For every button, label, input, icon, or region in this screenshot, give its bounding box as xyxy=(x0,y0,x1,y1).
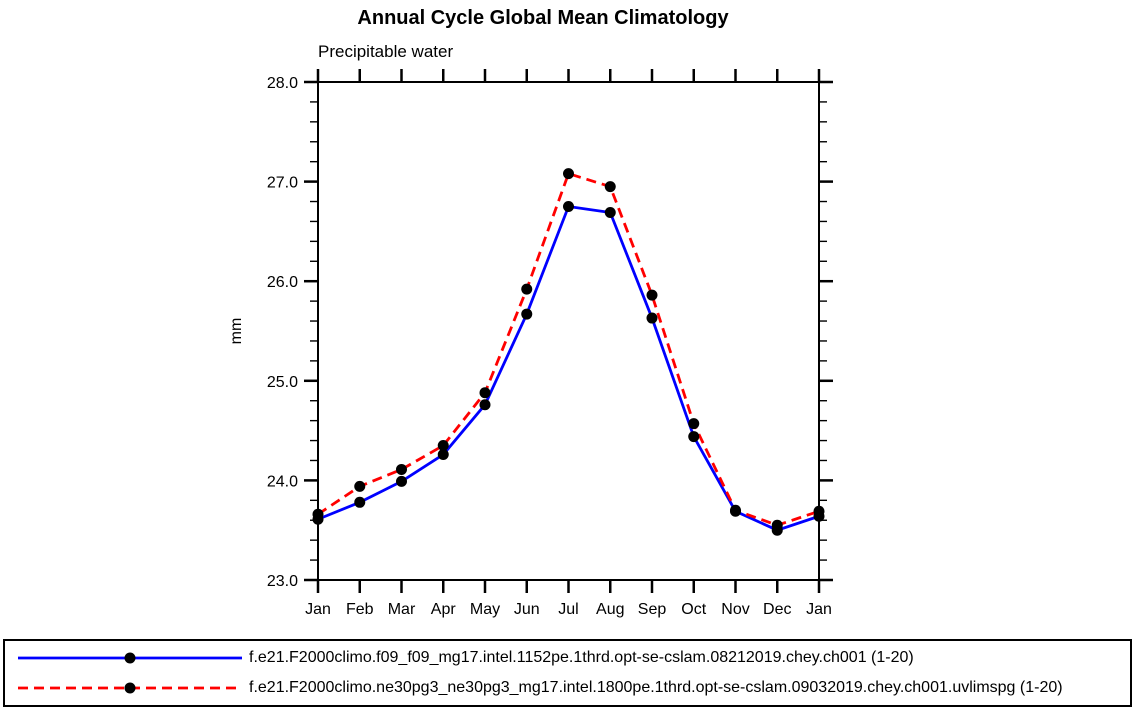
data-point-marker xyxy=(354,480,366,492)
y-tick-label: 28.0 xyxy=(267,75,298,92)
data-point-marker xyxy=(479,387,491,399)
data-point-marker xyxy=(437,449,449,461)
y-tick-label: 27.0 xyxy=(267,175,298,192)
plot-area: 23.0 24.0 25.0 26.0 27.0 28.0 Jan Feb Mar Apr May J… xyxy=(267,69,833,618)
chart-title: Annual Cycle Global Mean Climatology xyxy=(357,7,729,29)
legend-marker-dot xyxy=(124,652,136,664)
y-tick-label: 25.0 xyxy=(267,374,298,391)
data-point-marker xyxy=(396,475,407,487)
legend: f.e21.F2000climo.f09_f09_mg17.intel.1152… xyxy=(3,639,1132,707)
data-point-marker xyxy=(479,399,491,411)
x-tick-label: Aug xyxy=(596,601,624,618)
data-point-marker xyxy=(813,505,825,517)
data-point-marker xyxy=(604,206,616,218)
data-point-marker xyxy=(646,289,658,301)
data-point-marker xyxy=(563,168,574,180)
data-point-marker xyxy=(688,431,700,443)
legend-label: f.e21.F2000climo.f09_f09_mg17.intel.1152… xyxy=(249,649,914,666)
legend-row: f.e21.F2000climo.ne30pg3_ne30pg3_mg17.in… xyxy=(5,675,1130,701)
x-tick-label: Feb xyxy=(346,601,374,618)
data-point-marker xyxy=(354,496,366,508)
plot-frame xyxy=(317,81,820,581)
y-tick-label: 24.0 xyxy=(267,473,298,490)
x-tick-label: Sep xyxy=(638,601,667,618)
data-point-marker xyxy=(604,181,616,193)
x-tick-label: Apr xyxy=(431,601,457,618)
y-axis-label: mm xyxy=(228,318,245,345)
legend-row: f.e21.F2000climo.f09_f09_mg17.intel.1152… xyxy=(5,645,1130,671)
x-tick-label: Jan xyxy=(806,601,832,618)
series-line-dashed xyxy=(317,171,820,527)
data-point-marker xyxy=(730,504,741,516)
x-tick-label: Dec xyxy=(763,601,791,618)
data-point-marker xyxy=(396,463,407,475)
data-point-marker xyxy=(437,440,449,452)
x-tick-label: May xyxy=(470,601,500,618)
data-point-marker xyxy=(521,308,533,320)
x-tick-label: Mar xyxy=(388,601,416,618)
annual-cycle-chart: Annual Cycle Global Mean Climatology Pre… xyxy=(228,7,833,618)
data-point-marker xyxy=(646,312,658,324)
data-point-marker xyxy=(563,201,574,212)
chart-subtitle: Precipitable water xyxy=(318,42,453,61)
legend-marker-dot xyxy=(124,682,136,694)
x-tick-label: Nov xyxy=(721,601,749,618)
series-line-solid xyxy=(317,204,820,532)
legend-sample-line xyxy=(18,652,242,664)
data-point-marker xyxy=(312,508,324,520)
x-tick-label: Jul xyxy=(558,601,578,618)
data-point-marker xyxy=(771,519,783,531)
legend-sample-line xyxy=(18,682,242,694)
legend-label: f.e21.F2000climo.ne30pg3_ne30pg3_mg17.in… xyxy=(249,679,1063,696)
x-tick-label: Jan xyxy=(305,601,331,618)
data-point-marker xyxy=(688,418,700,430)
data-point-marker xyxy=(521,283,533,295)
x-tick-label: Jun xyxy=(514,601,540,618)
y-tick-label: 23.0 xyxy=(267,573,298,590)
y-tick-label: 26.0 xyxy=(267,274,298,291)
x-tick-label: Oct xyxy=(681,601,706,618)
